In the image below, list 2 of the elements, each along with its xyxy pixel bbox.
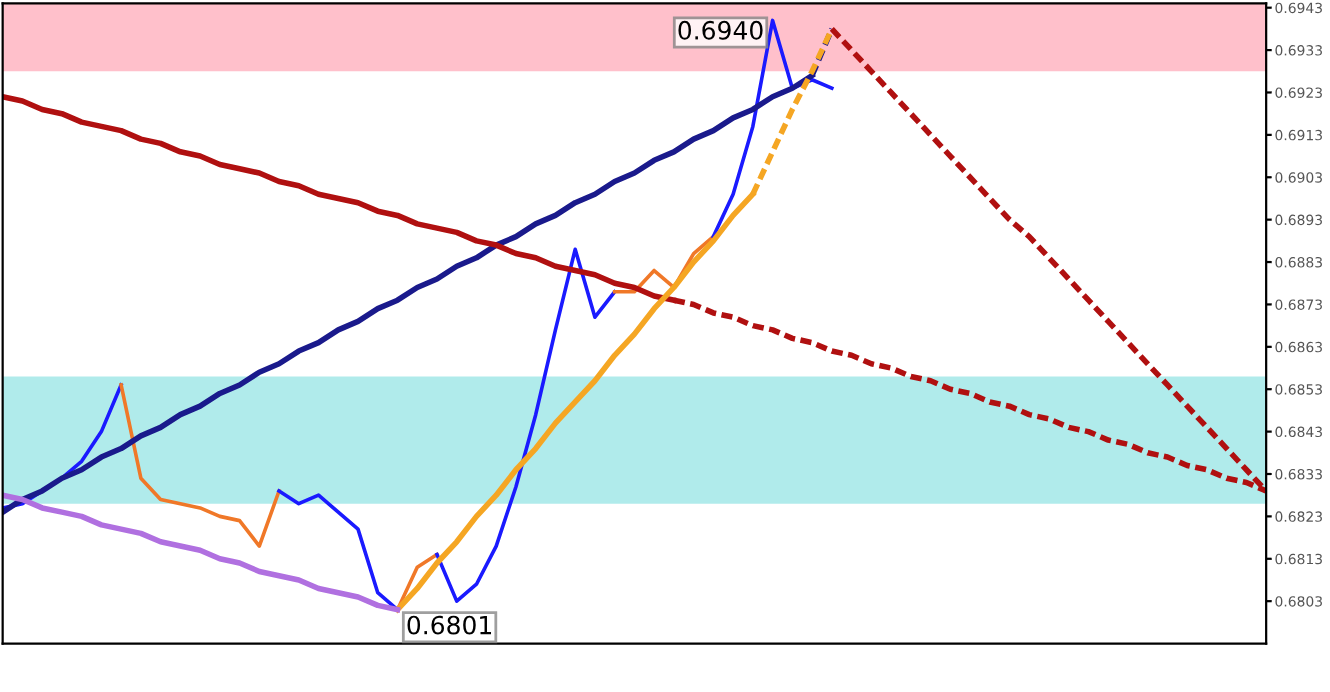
annotation: 0.6801 (407, 615, 491, 635)
annotation: 0.6940 (678, 20, 763, 40)
